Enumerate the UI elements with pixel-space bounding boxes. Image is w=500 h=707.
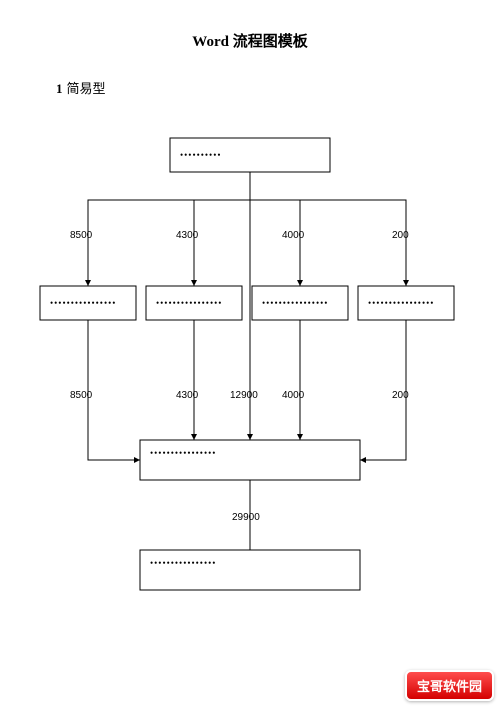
flow-node-text: •••••••••••••••• — [150, 448, 216, 458]
edge-label: 4000 — [282, 230, 305, 241]
edge-label: 4000 — [282, 390, 305, 401]
flow-edge — [194, 172, 250, 286]
flow-edge — [250, 172, 300, 286]
flow-edge — [88, 172, 250, 286]
flow-node-text: •••••••••••••••• — [150, 558, 216, 568]
flow-node-merge — [140, 440, 360, 480]
flowchart-canvas: 8500 4300 4000 200 12900 8500 4300 4000 200 29900… — [0, 0, 500, 707]
edge-label: 12900 — [230, 390, 258, 401]
edge-label: 8500 — [70, 390, 93, 401]
edge-label: 200 — [392, 230, 409, 241]
edge-label: 200 — [392, 390, 409, 401]
watermark-badge: 宝哥软件园 — [405, 670, 494, 701]
edge-label: 4300 — [176, 390, 199, 401]
flow-node-text: •••••••••••••••• — [50, 298, 116, 308]
flow-edge — [88, 320, 140, 460]
edge-label: 29900 — [232, 512, 260, 523]
flow-node-text: •••••••••••••••• — [156, 298, 222, 308]
flow-node-text: •••••••••••••••• — [368, 298, 434, 308]
edge-label: 8500 — [70, 230, 93, 241]
flow-node-text: •••••••••• — [180, 150, 222, 160]
flow-edge — [250, 172, 406, 286]
flow-node-text: •••••••••••••••• — [262, 298, 328, 308]
edge-label: 4300 — [176, 230, 199, 241]
flow-node-final — [140, 550, 360, 590]
